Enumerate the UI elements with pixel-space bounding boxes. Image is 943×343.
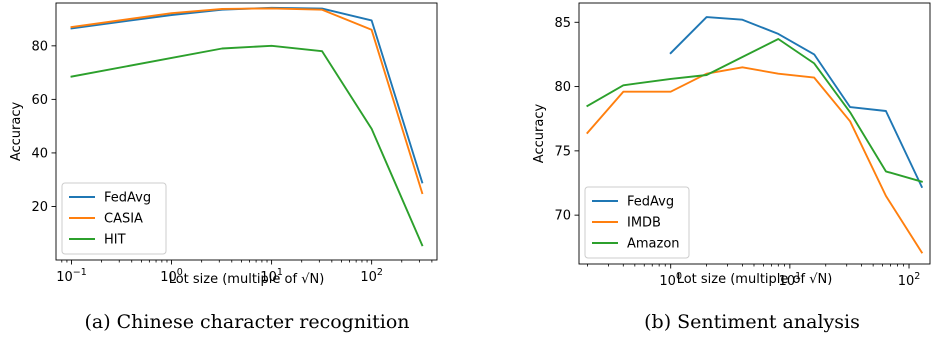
y-tick-label: 70 bbox=[554, 209, 571, 224]
legend-label: IMDB bbox=[627, 216, 661, 231]
y-tick-label: 80 bbox=[31, 39, 48, 54]
y-axis-label: Accuracy bbox=[532, 104, 547, 164]
series-line-casia bbox=[70, 7, 424, 195]
legend-box bbox=[61, 182, 167, 255]
panel-caption: (a) Chinese character recognition bbox=[84, 311, 409, 333]
y-tick-label: 85 bbox=[554, 16, 571, 31]
legend-label: FedAvg bbox=[627, 195, 674, 210]
x-tick-label: 102 bbox=[898, 271, 921, 289]
y-axis-label: Accuracy bbox=[9, 102, 24, 162]
panel-caption: (b) Sentiment analysis bbox=[644, 311, 860, 333]
legend-box bbox=[584, 186, 690, 259]
y-tick-label: 40 bbox=[31, 146, 48, 161]
x-axis-label: Lot size (multiple of √N) bbox=[677, 272, 833, 287]
y-tick-label: 80 bbox=[554, 80, 571, 95]
y-tick-label: 20 bbox=[31, 200, 48, 215]
series-line-hit bbox=[70, 44, 424, 247]
x-tick-label: 100 bbox=[160, 267, 183, 285]
x-tick-label: 10−1 bbox=[56, 267, 87, 285]
x-tick-label: 101 bbox=[260, 267, 283, 285]
x-tick-label: 100 bbox=[659, 271, 682, 289]
chart-a: 10−1 100 101 102 20 40 60 80 FedAvg CASIA HIT Accur… bbox=[9, 2, 438, 333]
series-line-imdb bbox=[586, 66, 924, 254]
legend-label: CASIA bbox=[104, 212, 143, 227]
legend: FedAvg IMDB Amazon bbox=[584, 186, 690, 259]
chart-b: 100 101 102 70 75 80 85 FedAvg IMDB Amazon Accurac… bbox=[532, 2, 931, 333]
series-line-fedavg bbox=[70, 6, 424, 184]
x-axis-label: Lot size (multiple of √N) bbox=[169, 272, 325, 287]
legend: FedAvg CASIA HIT bbox=[61, 182, 167, 255]
legend-label: FedAvg bbox=[104, 191, 151, 206]
axes-frame bbox=[578, 2, 931, 265]
legend-label: Amazon bbox=[627, 237, 680, 252]
x-tick-label: 101 bbox=[779, 271, 802, 289]
y-tick-label: 60 bbox=[31, 93, 48, 108]
x-tick-label: 102 bbox=[360, 267, 383, 285]
y-tick-label: 75 bbox=[554, 144, 571, 159]
series-line-fedavg bbox=[669, 16, 924, 189]
axes-frame bbox=[55, 2, 438, 261]
legend-label: HIT bbox=[104, 233, 126, 248]
series-line-amazon bbox=[586, 38, 923, 183]
